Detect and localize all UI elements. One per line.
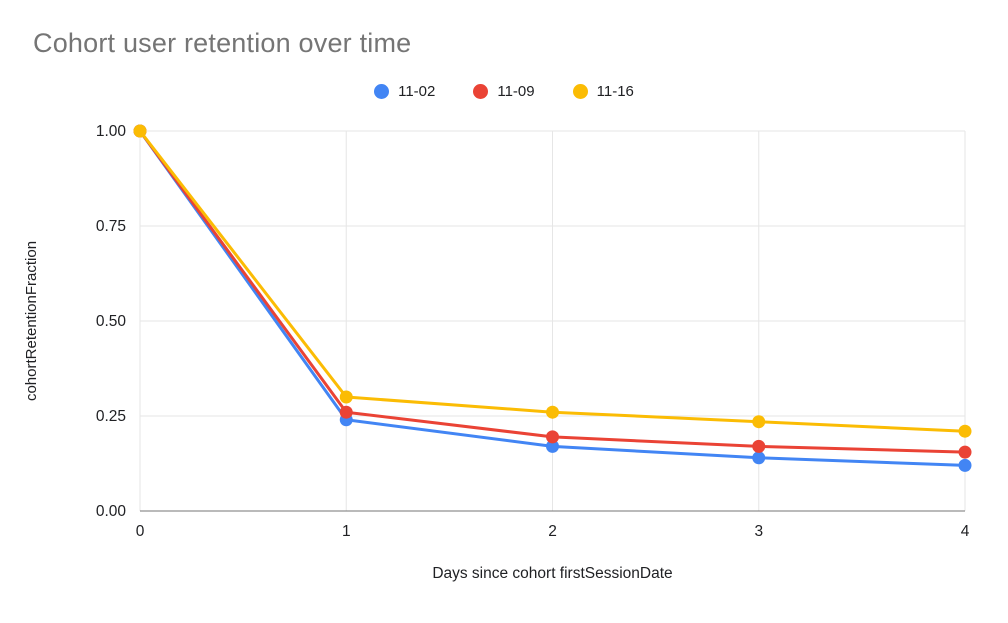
data-point-11-09-day2	[546, 430, 559, 444]
legend-dot-11-02	[374, 83, 390, 99]
legend-item-11-16: 11-16	[572, 82, 634, 100]
y-tick-label: 0.00	[96, 503, 127, 520]
chart-title: Cohort user retention over time	[33, 28, 412, 58]
x-tick-label: 0	[136, 523, 145, 540]
data-point-11-02-day3	[752, 451, 766, 465]
legend-label: 11-09	[497, 82, 535, 100]
legend-dot-11-09	[473, 83, 489, 99]
data-point-11-09-day3	[752, 439, 766, 453]
y-tick-label: 1.00	[96, 123, 127, 140]
data-point-11-02-day2	[546, 439, 559, 453]
data-point-11-16-day2	[546, 405, 559, 419]
line-chart: 0.00 0.25 0.50 0.75 1.00 0 1 2 3 4 Days since coho…	[23, 123, 972, 582]
y-tick-label: 0.50	[96, 313, 127, 330]
chart-legend: 11-02 11-09 11-16	[0, 78, 1008, 104]
legend-item-11-02: 11-02	[374, 83, 435, 100]
x-tick-label: 4	[961, 523, 970, 540]
data-point-11-16-day3	[752, 415, 766, 429]
legend-item-11-09: 11-09	[473, 82, 535, 100]
legend-label: 11-16	[596, 82, 634, 100]
data-point-11-09-day1	[339, 405, 353, 419]
tick-labels: 0.00 0.25 0.50 0.75 1.00 0 1 2 3 4	[96, 123, 970, 540]
data-point-11-16-day0	[133, 124, 147, 138]
data-point-11-02-day4	[958, 458, 972, 472]
series-11-16	[133, 124, 972, 438]
y-tick-label: 0.25	[96, 408, 126, 425]
y-tick-label: 0.75	[96, 218, 126, 235]
data-point-11-09-day4	[958, 445, 972, 459]
legend-dot-11-16	[572, 83, 588, 99]
x-tick-label: 3	[754, 523, 763, 540]
data-point-11-16-day1	[339, 390, 353, 404]
x-tick-label: 2	[548, 523, 557, 540]
gridlines	[139, 130, 966, 512]
x-axis-title: Days since cohort firstSessionDate	[432, 565, 672, 582]
data-point-11-16-day4	[958, 424, 972, 438]
x-tick-label: 1	[342, 523, 351, 540]
y-axis-title: cohortRetentionFraction	[23, 241, 40, 401]
legend-label: 11-02	[398, 82, 436, 100]
